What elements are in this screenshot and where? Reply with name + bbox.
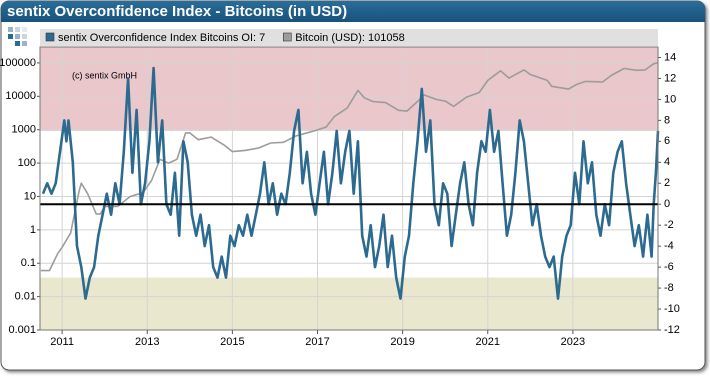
y-tick-label: 1000 bbox=[12, 124, 36, 136]
x-tick-label: 2017 bbox=[305, 336, 329, 348]
title-bar bbox=[1, 1, 705, 22]
y2-tick-label: 10 bbox=[664, 93, 676, 105]
series-line bbox=[41, 66, 660, 300]
y2-tick-label: -10 bbox=[664, 303, 680, 315]
y2-tick-label: -4 bbox=[664, 240, 674, 252]
y2-tick-label: 2 bbox=[664, 177, 670, 189]
x-tick-label: 2011 bbox=[50, 336, 74, 348]
x-tick-label: 2019 bbox=[390, 336, 414, 348]
y2-tick-label: 8 bbox=[664, 114, 670, 126]
legend-bar bbox=[40, 29, 658, 46]
y-tick-label: 10 bbox=[24, 190, 36, 202]
legend-label: Bitcoin (USD): 101058 bbox=[295, 32, 404, 44]
y-tick-label: 10000 bbox=[5, 90, 36, 102]
y-tick-label: 100 bbox=[18, 157, 36, 169]
x-tick-label: 2015 bbox=[220, 336, 244, 348]
y2-tick-label: -8 bbox=[664, 282, 674, 294]
y2-tick-label: 14 bbox=[664, 51, 676, 63]
y2-tick-label: -6 bbox=[664, 261, 674, 273]
x-tick-label: 2021 bbox=[476, 336, 500, 348]
x-tick-label: 2023 bbox=[561, 336, 585, 348]
legend-label: sentix Overconfidence Index Bitcoins OI:… bbox=[58, 32, 265, 44]
y2-tick-label: -12 bbox=[664, 324, 680, 336]
annotation: (c) sentix GmbH bbox=[72, 70, 137, 80]
chart-title: sentix Overconfidence Index - Bitcoins (… bbox=[7, 3, 347, 20]
legend-swatch bbox=[45, 32, 55, 42]
band bbox=[40, 277, 658, 330]
y-tick-label: 1 bbox=[30, 224, 36, 236]
y2-tick-label: -2 bbox=[664, 219, 674, 231]
y2-tick-label: 12 bbox=[664, 72, 676, 84]
y-tick-label: 0.1 bbox=[21, 257, 36, 269]
logo bbox=[8, 27, 27, 46]
y2-tick-label: 0 bbox=[664, 198, 670, 210]
y2-tick-label: 4 bbox=[664, 156, 670, 168]
y-tick-label: 0.01 bbox=[15, 291, 36, 303]
plot-border bbox=[39, 46, 659, 331]
band bbox=[40, 47, 658, 131]
legend-swatch bbox=[282, 32, 292, 42]
y-tick-label: 0.001 bbox=[8, 324, 36, 336]
y2-tick-label: 6 bbox=[664, 135, 670, 147]
y-tick-label: 100000 bbox=[0, 57, 36, 69]
x-tick-label: 2013 bbox=[135, 336, 159, 348]
